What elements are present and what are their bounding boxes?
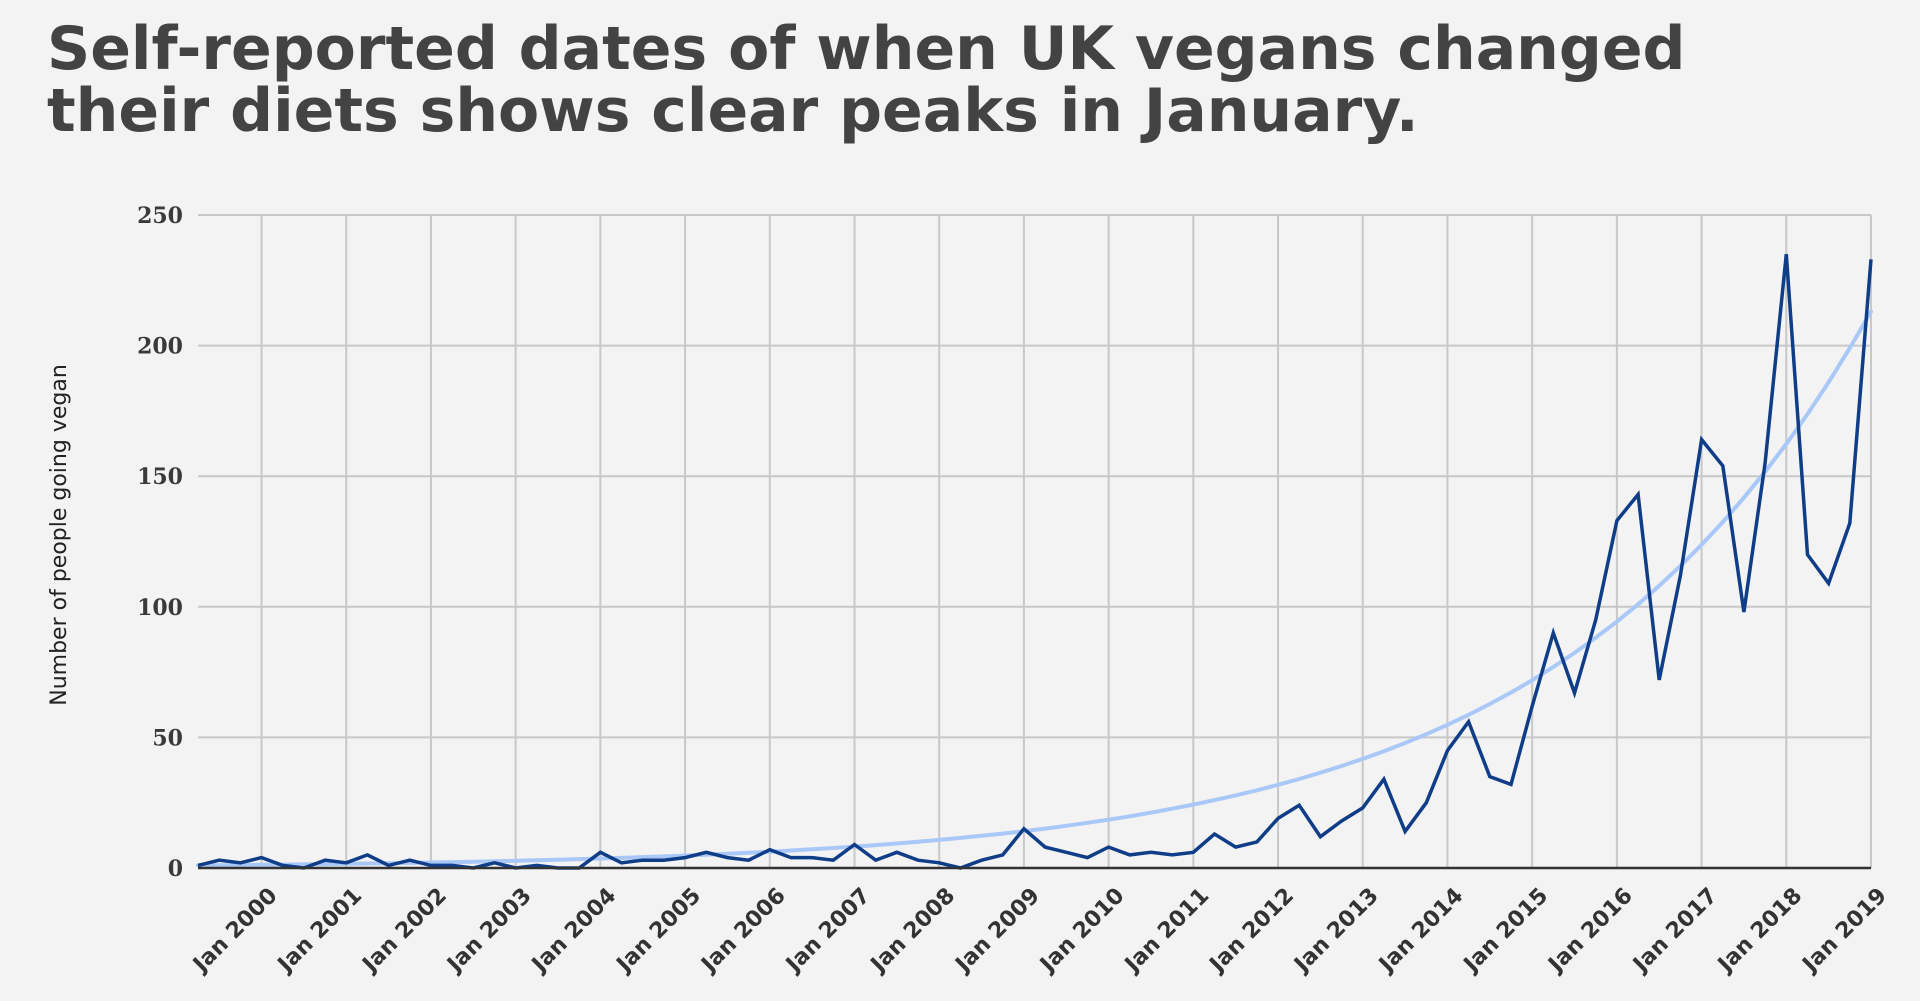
y-tick-label: 200 (137, 334, 183, 360)
x-tick-label: Jan 2002 (357, 883, 452, 978)
y-tick-label: 150 (137, 464, 183, 490)
chart-title-line-2: their diets shows clear peaks in January… (47, 76, 1419, 146)
y-tick-label: 0 (168, 856, 183, 882)
y-axis-label: Number of people going vegan (47, 364, 72, 706)
x-tick-label: Jan 2015 (1458, 883, 1553, 978)
trend-line (196, 309, 1873, 868)
x-tick-label: Jan 2010 (1034, 883, 1129, 978)
gridlines (198, 214, 1872, 869)
x-tick-label: Jan 2019 (1797, 883, 1892, 978)
x-tick-label: Jan 2017 (1627, 883, 1722, 978)
y-axis-ticks: 0 50 100 150 200 250 (137, 203, 183, 882)
x-tick-label: Jan 2005 (611, 883, 706, 978)
x-tick-label: Jan 2006 (696, 883, 791, 978)
chart-title: Self-reported dates of when UK vegans ch… (47, 18, 1847, 142)
x-tick-label: Jan 2014 (1373, 883, 1468, 978)
x-tick-label: Jan 2001 (272, 883, 367, 978)
x-tick-label: Jan 2016 (1543, 883, 1638, 978)
x-tick-label: Jan 2009 (950, 883, 1045, 978)
x-tick-label: Jan 2000 (187, 883, 282, 978)
x-tick-label: Jan 2007 (780, 883, 875, 978)
y-tick-label: 250 (137, 203, 183, 229)
x-tick-label: Jan 2013 (1289, 883, 1384, 978)
x-tick-label: Jan 2003 (441, 883, 536, 978)
chart-title-line-1: Self-reported dates of when UK vegans ch… (47, 14, 1686, 84)
x-tick-label: Jan 2018 (1712, 883, 1807, 978)
x-tick-label: Jan 2004 (526, 883, 621, 978)
y-tick-label: 50 (152, 725, 183, 751)
x-tick-label: Jan 2011 (1119, 883, 1214, 978)
x-tick-label: Jan 2012 (1204, 883, 1299, 978)
x-tick-label: Jan 2008 (865, 883, 960, 978)
y-tick-label: 100 (137, 595, 183, 621)
